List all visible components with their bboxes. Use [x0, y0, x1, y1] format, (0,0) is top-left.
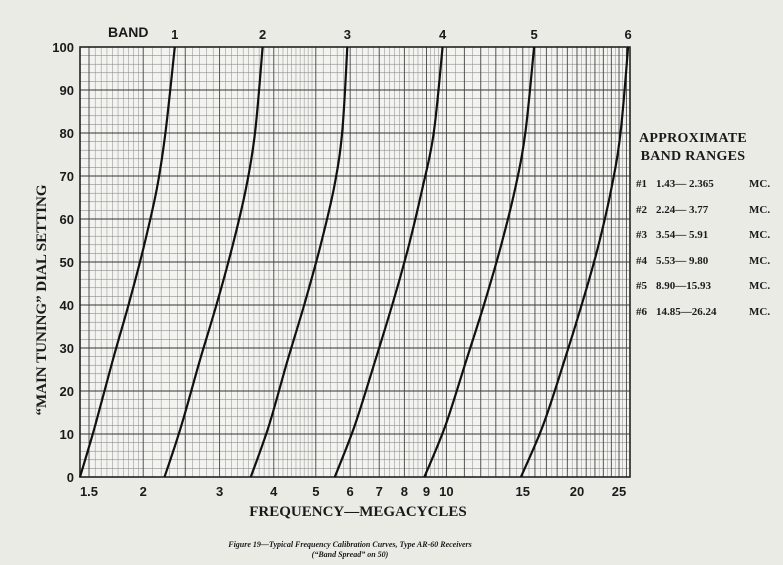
x-tick-label: 10 — [439, 484, 453, 499]
x-tick-label: 8 — [401, 484, 408, 499]
band-5-curve — [423, 46, 536, 478]
legend-row-band-1: #1 1.43— 2.365 MC. — [636, 178, 781, 194]
y-tick-label: 60 — [60, 212, 74, 227]
y-axis-title: “MAIN TUNING” DIAL SETTING — [34, 184, 50, 415]
y-tick-label: 20 — [60, 384, 74, 399]
y-tick-label: 0 — [67, 470, 74, 485]
legend-row-band-5: #5 8.90—15.93 MC. — [636, 280, 781, 296]
legend-band-range: 5.53— 9.80 — [656, 254, 709, 267]
legend-band-unit: MC. — [749, 203, 771, 216]
y-tick-label: 40 — [60, 298, 74, 313]
legend-band-unit: MC. — [749, 280, 771, 292]
y-tick-label: 100 — [52, 40, 74, 55]
legend-band-number: #6 — [636, 305, 647, 318]
y-tick-labels: 0 10 20 30 40 50 60 70 80 90 100 — [52, 40, 74, 485]
x-tick-labels: 1.5 2 3 4 5 6 7 8 9 10 15 20 25 — [80, 484, 626, 499]
band-6-label: 6 — [625, 27, 632, 42]
legend-band-number: #5 — [636, 280, 647, 292]
x-tick-label: 3 — [216, 484, 223, 499]
x-tick-label: 2 — [140, 484, 147, 499]
x-tick-label: 6 — [347, 484, 354, 499]
y-tick-label: 10 — [60, 427, 74, 442]
legend-band-unit: MC. — [749, 178, 771, 190]
band-4-curve — [333, 46, 444, 478]
legend-title-line2: BAND RANGES — [640, 149, 746, 164]
band-1-curve — [78, 46, 176, 478]
legend-band-unit: MC. — [749, 305, 771, 318]
band-header: BAND — [108, 24, 148, 40]
legend-band-number: #2 — [636, 203, 647, 216]
x-tick-label: 25 — [612, 484, 626, 499]
legend-band-range: 8.90—15.93 — [656, 280, 711, 292]
calibration-curves — [78, 46, 630, 478]
band-labels: 1 2 3 4 5 6 — [171, 27, 632, 42]
y-tick-label: 30 — [60, 341, 74, 356]
legend-row-band-3: #3 3.54— 5.91 MC. — [636, 229, 781, 245]
x-tick-label: 5 — [312, 484, 319, 499]
band-3-curve — [249, 46, 349, 478]
x-tick-label: 1.5 — [80, 484, 98, 499]
band-3-label: 3 — [344, 27, 351, 42]
band-ranges-legend: APPROXIMATE BAND RANGES #1 1.43— 2.365 MC.… — [636, 130, 781, 334]
caption-line1: Figure 19—Typical Frequency Calibration … — [228, 540, 472, 549]
band-2-curve — [163, 46, 264, 478]
legend-band-unit: MC. — [749, 229, 771, 241]
legend-rows: #1 1.43— 2.365 MC. #2 2.24— 3.77 MC. #3 3.54— 5… — [636, 178, 781, 334]
legend-band-number: #3 — [636, 229, 647, 241]
plot-frame — [79, 46, 631, 478]
caption-line2: (“Band Spread” on 50) — [311, 550, 389, 559]
legend-title-line1: APPROXIMATE — [638, 131, 748, 146]
x-tick-label: 20 — [570, 484, 584, 499]
legend-band-range: 3.54— 5.91 — [656, 229, 709, 241]
legend-band-number: #1 — [636, 178, 647, 190]
band-4-label: 4 — [439, 27, 447, 42]
legend-band-range: 1.43— 2.365 — [656, 178, 714, 190]
y-tick-label: 90 — [60, 83, 74, 98]
band-1-label: 1 — [171, 27, 178, 42]
figure-caption: Figure 19—Typical Frequency Calibration … — [120, 540, 580, 560]
legend-band-unit: MC. — [749, 254, 771, 267]
y-tick-label: 80 — [60, 126, 74, 141]
legend-row-band-4: #4 5.53— 9.80 MC. — [636, 255, 781, 271]
x-tick-label: 7 — [376, 484, 383, 499]
x-tick-label: 15 — [516, 484, 530, 499]
y-tick-label: 50 — [60, 255, 74, 270]
legend-band-number: #4 — [636, 254, 647, 267]
legend-row-band-2: #2 2.24— 3.77 MC. — [636, 204, 781, 220]
legend-row-band-6: #6 14.85—26.24 MC. — [636, 306, 781, 322]
x-tick-label: 9 — [423, 484, 430, 499]
band-6-curve — [519, 46, 630, 478]
legend-band-range: 2.24— 3.77 — [656, 203, 709, 216]
legend-band-range: 14.85—26.24 — [656, 305, 717, 318]
x-axis-title: FREQUENCY—MEGACYCLES — [249, 504, 467, 520]
band-5-label: 5 — [531, 27, 538, 42]
x-tick-label: 4 — [270, 484, 278, 499]
y-tick-label: 70 — [60, 169, 74, 184]
band-2-label: 2 — [259, 27, 266, 42]
